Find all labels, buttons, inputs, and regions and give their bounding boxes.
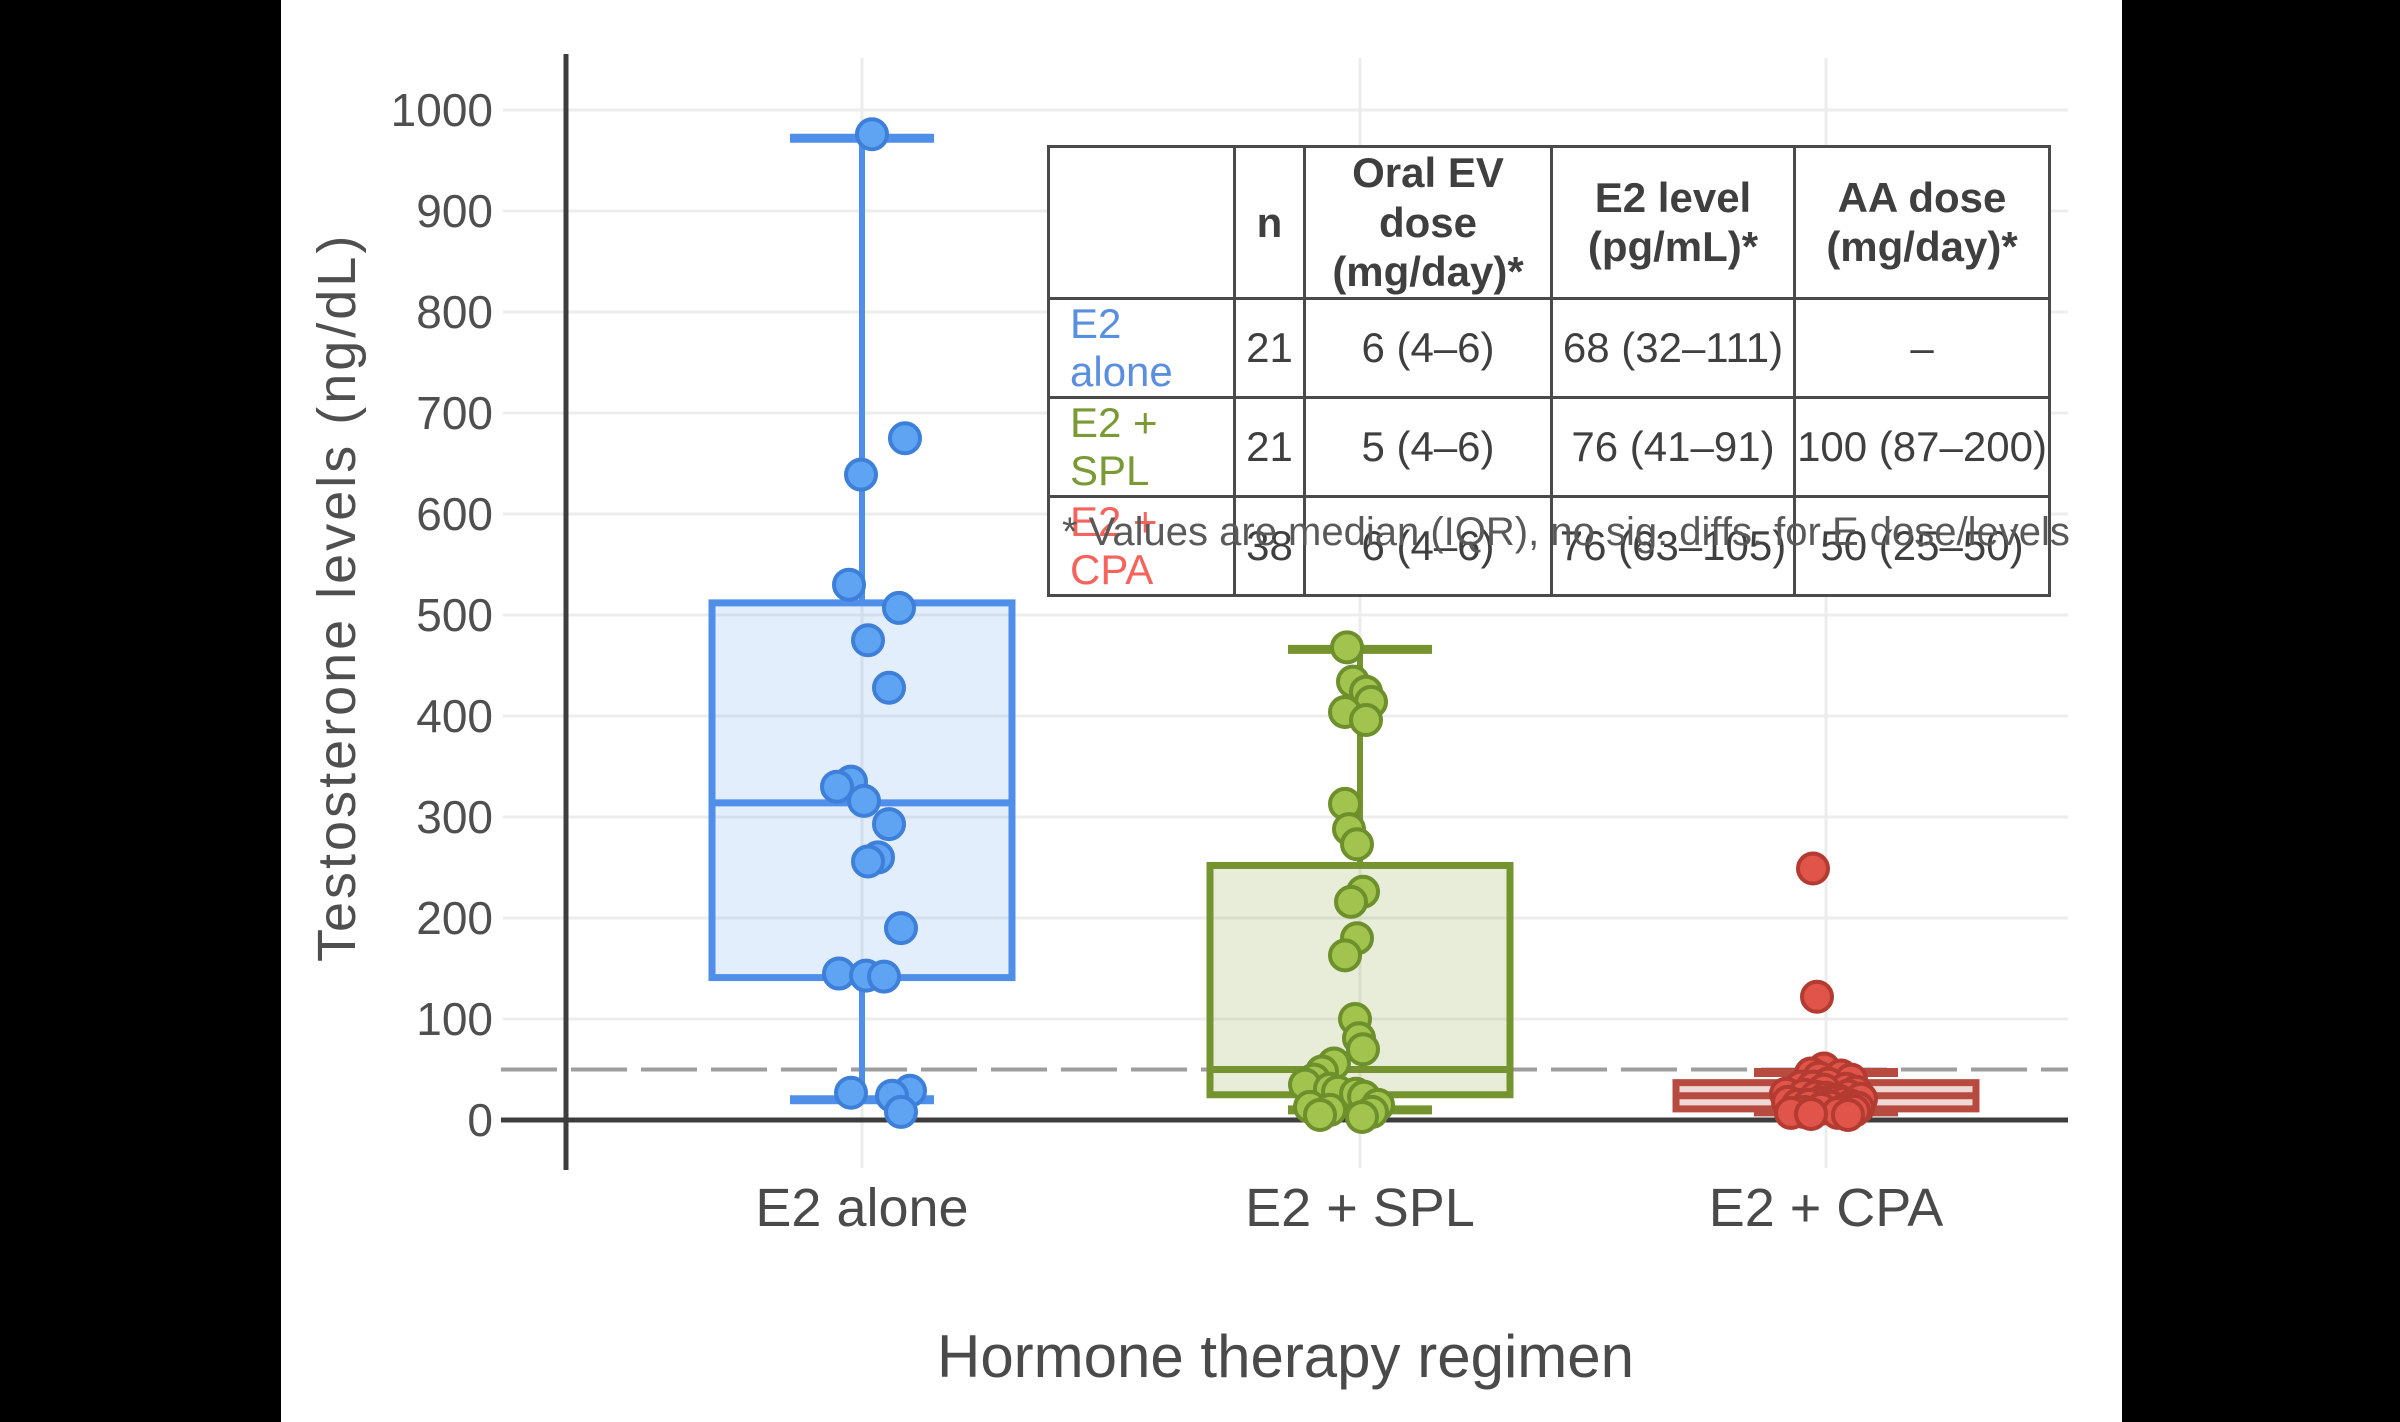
row-label-e2-spl: E2 + SPL bbox=[1047, 395, 1236, 498]
cell-n: 21 bbox=[1233, 296, 1306, 399]
cell-n: 21 bbox=[1233, 395, 1306, 498]
y-tick-label: 1000 bbox=[391, 84, 493, 136]
data-point bbox=[851, 623, 885, 658]
data-point bbox=[872, 807, 906, 842]
data-point bbox=[1800, 979, 1834, 1014]
data-point bbox=[844, 457, 878, 492]
cell-aa-dose: 50 (25–50) bbox=[1793, 494, 2051, 597]
y-tick-label: 400 bbox=[416, 690, 493, 742]
data-point bbox=[1794, 1096, 1828, 1131]
data-point bbox=[1330, 630, 1364, 665]
cell-n: 38 bbox=[1233, 494, 1306, 597]
cell-aa-dose: 100 (87–200) bbox=[1793, 395, 2051, 498]
x-category-label: E2 + CPA bbox=[1709, 1178, 1944, 1238]
data-point bbox=[884, 1094, 918, 1129]
summary-table: n Oral EV dose (mg/day)* E2 level (pg/mL… bbox=[1047, 145, 2051, 597]
data-point bbox=[1328, 938, 1362, 973]
row-label-e2-alone: E2 alone bbox=[1047, 296, 1236, 399]
data-point bbox=[1349, 703, 1383, 738]
left-black-bar bbox=[0, 0, 281, 1422]
data-point bbox=[1831, 1097, 1865, 1132]
table-row-e2-alone: E2 alone 21 6 (4–6) 68 (32–111) – bbox=[1047, 296, 2051, 399]
table-header-aa-dose: AA dose (mg/day)* bbox=[1793, 145, 2051, 300]
table-header-row: n Oral EV dose (mg/day)* E2 level (pg/mL… bbox=[1047, 145, 2051, 300]
table-header-ev-dose: Oral EV dose (mg/day)* bbox=[1303, 145, 1553, 300]
data-point bbox=[888, 421, 922, 456]
data-point bbox=[820, 769, 854, 804]
data-point bbox=[872, 670, 906, 705]
cell-aa-dose: – bbox=[1793, 296, 2051, 399]
y-tick-label: 300 bbox=[416, 791, 493, 843]
data-point bbox=[855, 117, 889, 152]
data-point bbox=[1334, 884, 1368, 919]
table-row-e2-cpa: E2 + CPA 38 6 (4–6) 76 (63–105) 50 (25–5… bbox=[1047, 494, 2051, 597]
data-point bbox=[1340, 827, 1374, 862]
cell-e2-level: 68 (32–111) bbox=[1550, 296, 1796, 399]
y-tick-label: 500 bbox=[416, 589, 493, 641]
y-axis-title: Testosterone levels (ng/dL) bbox=[307, 232, 367, 962]
data-point bbox=[832, 567, 866, 602]
data-point bbox=[882, 590, 916, 625]
x-category-label: E2 alone bbox=[755, 1178, 968, 1238]
x-category-label: E2 + SPL bbox=[1245, 1178, 1475, 1238]
cell-ev-dose: 6 (4–6) bbox=[1303, 296, 1553, 399]
data-point bbox=[1346, 1032, 1380, 1067]
cell-ev-dose: 6 (4–6) bbox=[1303, 494, 1553, 597]
data-point bbox=[867, 959, 901, 994]
y-tick-label: 800 bbox=[416, 286, 493, 338]
y-tick-label: 700 bbox=[416, 387, 493, 439]
table-header-blank bbox=[1047, 145, 1236, 300]
data-point bbox=[1303, 1097, 1337, 1132]
table-row-e2-spl: E2 + SPL 21 5 (4–6) 76 (41–91) 100 (87–2… bbox=[1047, 395, 2051, 498]
data-point bbox=[1345, 1099, 1379, 1134]
data-point bbox=[851, 844, 885, 879]
table-footnote: * Values are median (IQR), no sig. diffs… bbox=[1062, 510, 2070, 554]
data-point bbox=[884, 911, 918, 946]
data-point bbox=[847, 783, 881, 818]
table-header-e2-level: E2 level (pg/mL)* bbox=[1550, 145, 1796, 300]
x-axis-title: Hormone therapy regimen bbox=[936, 1323, 1634, 1390]
y-tick-label: 200 bbox=[416, 892, 493, 944]
y-tick-label: 100 bbox=[416, 993, 493, 1045]
row-label-e2-cpa: E2 + CPA bbox=[1047, 494, 1236, 597]
cell-e2-level: 76 (63–105) bbox=[1550, 494, 1796, 597]
y-tick-label: 600 bbox=[416, 488, 493, 540]
data-point bbox=[834, 1075, 868, 1110]
y-tick-label: 900 bbox=[416, 185, 493, 237]
right-black-bar bbox=[2122, 0, 2400, 1422]
cell-e2-level: 76 (41–91) bbox=[1550, 395, 1796, 498]
cell-ev-dose: 5 (4–6) bbox=[1303, 395, 1553, 498]
y-tick-label: 0 bbox=[467, 1094, 493, 1146]
table-header-n: n bbox=[1233, 145, 1306, 300]
data-point bbox=[1796, 851, 1830, 886]
